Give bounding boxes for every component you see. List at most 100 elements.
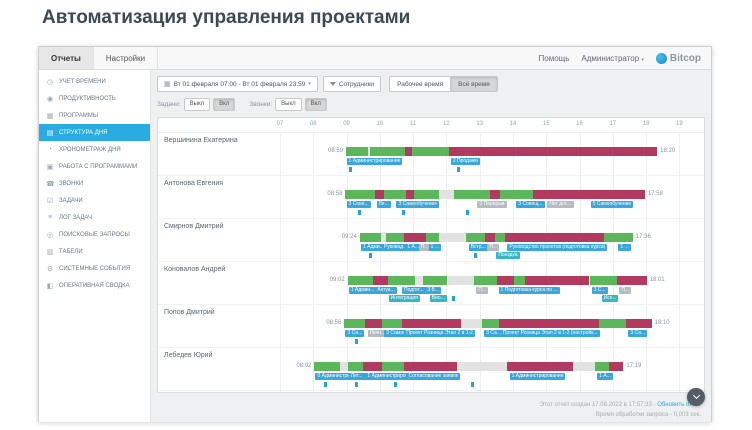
activity-segment-idle[interactable] [380, 233, 387, 242]
task-tag[interactable]: Нет дос... [547, 201, 574, 208]
activity-segment-green[interactable] [382, 319, 402, 328]
call-marker[interactable] [457, 167, 461, 172]
call-marker[interactable] [357, 210, 361, 215]
activity-segment-red[interactable] [489, 190, 500, 199]
task-tag[interactable]: П... [476, 287, 489, 294]
activity-segment-green[interactable] [466, 233, 486, 242]
activity-segment-green[interactable] [454, 190, 490, 199]
task-tag[interactable]: 3 Совещ... [516, 201, 545, 208]
activity-segment-red[interactable] [507, 362, 573, 371]
task-tag[interactable]: Интеграция [388, 295, 420, 302]
activity-segment-green[interactable] [599, 319, 627, 328]
call-marker[interactable] [402, 210, 406, 215]
activity-segment-red[interactable] [402, 319, 461, 328]
activity-segment-idle[interactable] [438, 233, 467, 242]
task-tag[interactable]: 1 А... [405, 244, 422, 251]
call-marker[interactable] [324, 382, 328, 387]
call-marker[interactable] [354, 339, 358, 344]
activity-segment-red[interactable] [448, 147, 658, 156]
tab-reports[interactable]: Отчеты [39, 47, 94, 69]
task-tag[interactable]: Подгот... [402, 287, 426, 294]
sidebar-item-day-structure[interactable]: ▤ СТРУКТУРА ДНЯ [39, 124, 150, 141]
task-tag[interactable]: П... [619, 287, 632, 294]
task-tag[interactable]: 3 Сове... [346, 201, 371, 208]
refresh-report-link[interactable]: Обновить отчет [657, 401, 701, 408]
sidebar-item-day-timing[interactable]: ◔ ХРОНОМЕТРАЖ ДНЯ [39, 141, 150, 158]
call-marker[interactable] [465, 210, 469, 215]
call-marker[interactable] [354, 382, 358, 387]
task-tag[interactable]: 3 Са... [345, 330, 365, 337]
employees-filter-button[interactable]: Сотрудники [322, 76, 382, 92]
task-tag[interactable]: 5 Самообучение [590, 201, 634, 208]
activity-segment-green[interactable] [369, 147, 406, 156]
calls-off-button[interactable]: Выкл [275, 97, 302, 111]
sidebar-item-calls[interactable]: ☎ ЗВОНКИ [39, 175, 150, 192]
task-tag[interactable]: Поездка [496, 252, 520, 259]
sidebar-item-timesheets[interactable]: ▥ ТАБЕЛИ [39, 243, 150, 260]
activity-segment-red[interactable] [365, 319, 383, 328]
activity-segment-green[interactable] [346, 147, 368, 156]
date-range-picker[interactable]: ▦ Вт 01 февраля 07:00 - Вт 01 февраля 23… [157, 76, 318, 92]
tasks-off-button[interactable]: Выкл [183, 97, 211, 111]
activity-segment-red[interactable] [405, 147, 412, 156]
sidebar-item-system-events[interactable]: ⚙ СИСТЕМНЫЕ СОБЫТИЯ [39, 260, 150, 277]
activity-segment-red[interactable] [626, 319, 652, 328]
activity-segment-green[interactable] [499, 190, 533, 199]
task-tag[interactable]: 3 Самообучение [396, 201, 440, 208]
task-tag[interactable]: Вео... [429, 295, 447, 302]
activity-segment-red[interactable] [498, 319, 600, 328]
activity-segment-red[interactable] [363, 362, 383, 371]
activity-segment-red[interactable] [404, 233, 427, 242]
help-link[interactable]: Помощь [538, 53, 570, 63]
sidebar-item-search-queries[interactable]: ◎ ПОИСКОВЫЕ ЗАПРОСЫ [39, 226, 150, 243]
task-tag[interactable]: Проект Розница Этап 2 в 1-2 [404, 330, 475, 337]
task-tag[interactable]: 3 С... [591, 287, 608, 294]
all-time-button[interactable]: Всё время [450, 76, 498, 92]
activity-segment-green[interactable] [603, 233, 633, 242]
task-tag[interactable]: 3 Са... [484, 330, 503, 337]
task-tag[interactable]: 1 ... [618, 244, 631, 251]
activity-segment-red[interactable] [373, 276, 388, 285]
activity-segment-green[interactable] [589, 276, 618, 285]
task-tag[interactable]: П... [487, 244, 500, 251]
task-tag[interactable]: Лет... [348, 373, 365, 380]
task-tag[interactable]: Актуа... [375, 287, 397, 294]
activity-segment-idle[interactable] [447, 276, 475, 285]
activity-segment-red[interactable] [505, 233, 604, 242]
activity-segment-green[interactable] [426, 233, 439, 242]
activity-segment-idle[interactable] [367, 147, 370, 156]
task-tag[interactable]: 0 Администрирова... [315, 373, 368, 380]
task-tag[interactable]: 1 Адми... [360, 244, 386, 251]
activity-segment-red[interactable] [609, 362, 624, 371]
activity-segment-red[interactable] [406, 190, 415, 199]
activity-segment-idle[interactable] [438, 190, 455, 199]
sidebar-item-work-with-programs[interactable]: ▣ РАБОТА С ПРОГРАММАМИ [39, 158, 150, 175]
activity-segment-green[interactable] [387, 276, 416, 285]
task-tag[interactable]: 1 ... [428, 244, 441, 251]
activity-segment-idle[interactable] [339, 362, 348, 371]
task-tag[interactable]: 2 Продажи [450, 158, 480, 165]
task-tag[interactable]: 1 Админ... [348, 287, 377, 294]
call-marker[interactable] [471, 382, 475, 387]
activity-segment-idle[interactable] [460, 319, 482, 328]
activity-segment-green[interactable] [595, 362, 610, 371]
task-tag[interactable]: П... [418, 244, 431, 251]
activity-segment-green[interactable] [345, 190, 376, 199]
activity-segment-red[interactable] [404, 362, 458, 371]
activity-segment-green[interactable] [414, 190, 439, 199]
activity-segment-green[interactable] [344, 319, 366, 328]
work-time-button[interactable]: Рабочее время [389, 76, 452, 92]
call-marker[interactable] [349, 167, 353, 172]
task-tag[interactable]: 1 Администрирование [509, 373, 566, 380]
activity-segment-green[interactable] [347, 276, 374, 285]
activity-segment-green[interactable] [386, 233, 405, 242]
activity-segment-idle[interactable] [415, 276, 424, 285]
activity-segment-green[interactable] [359, 233, 381, 242]
task-tag[interactable]: Личн... [367, 330, 388, 337]
sidebar-item-operational-summary[interactable]: ◧ ОПЕРАТИВНАЯ СВОДКА [39, 277, 150, 294]
task-tag[interactable]: Руководство проектов (подготовка курса) [507, 244, 608, 251]
activity-segment-green[interactable] [474, 276, 498, 285]
sidebar-item-programs[interactable]: ▦ ПРОГРАММЫ [39, 107, 150, 124]
activity-segment-green[interactable] [384, 190, 407, 199]
activity-segment-green[interactable] [423, 276, 448, 285]
